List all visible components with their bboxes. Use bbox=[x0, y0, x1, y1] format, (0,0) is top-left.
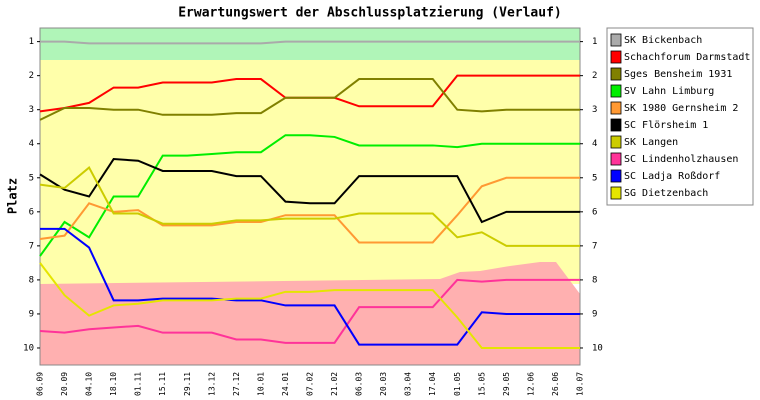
legend-swatch bbox=[610, 169, 622, 183]
legend-swatch bbox=[610, 118, 622, 132]
x-tick-label: 18.10 bbox=[109, 372, 118, 396]
relegation-band bbox=[40, 262, 580, 365]
y-tick-label: 1 bbox=[29, 37, 34, 47]
legend-swatch bbox=[610, 186, 622, 200]
legend-swatch bbox=[610, 135, 622, 149]
legend-label: SC Lindenholzhausen bbox=[624, 154, 738, 165]
x-tick-label: 15.11 bbox=[158, 372, 167, 396]
legend-label: SC Flörsheim 1 bbox=[624, 120, 708, 131]
x-tick-label: 03.04 bbox=[404, 372, 413, 396]
y-tick-label: 7 bbox=[29, 241, 34, 251]
legend-label: SK 1980 Gernsheim 2 bbox=[624, 103, 738, 114]
y-tick-label: 8 bbox=[29, 275, 34, 285]
x-tick-label: 26.06 bbox=[551, 372, 560, 396]
x-tick-label: 06.09 bbox=[36, 372, 45, 396]
y-tick-label-right: 6 bbox=[592, 207, 597, 217]
y-tick-label-right: 4 bbox=[592, 139, 597, 149]
x-tick-label: 17.04 bbox=[428, 372, 437, 396]
y-tick-label: 6 bbox=[29, 207, 34, 217]
series-line bbox=[39, 158, 580, 224]
x-tick-label: 29.05 bbox=[502, 372, 511, 396]
x-tick-label: 07.02 bbox=[306, 372, 315, 396]
x-tick-label: 12.06 bbox=[526, 372, 535, 396]
series-line bbox=[39, 78, 580, 121]
y-tick-label-right: 3 bbox=[592, 105, 597, 115]
legend-label: Schachforum Darmstadt bbox=[624, 52, 750, 63]
x-tick-label: 01.05 bbox=[453, 372, 462, 396]
y-tick-label: 10 bbox=[23, 343, 34, 353]
y-tick-label: 3 bbox=[29, 105, 34, 115]
legend-label: SC Ladja Roßdorf bbox=[624, 171, 720, 182]
series-line bbox=[39, 278, 580, 344]
legend-label: SK Bickenbach bbox=[624, 35, 702, 46]
x-tick-label: 21.02 bbox=[330, 372, 339, 396]
x-tick-label: 27.12 bbox=[232, 372, 241, 396]
x-tick-label: 13.12 bbox=[207, 372, 216, 396]
y-tick-label: 5 bbox=[29, 173, 34, 183]
legend-swatch bbox=[610, 67, 622, 81]
y-tick-label-right: 2 bbox=[592, 71, 597, 81]
y-tick-label-right: 7 bbox=[592, 241, 597, 251]
legend-label: SK Langen bbox=[624, 137, 678, 148]
series-line bbox=[40, 227, 580, 346]
x-tick-label: 04.10 bbox=[85, 372, 94, 396]
legend bbox=[606, 27, 754, 206]
legend-swatch bbox=[610, 50, 622, 64]
x-tick-label: 06.03 bbox=[355, 372, 364, 396]
legend-swatch bbox=[610, 33, 622, 47]
y-tick-label: 2 bbox=[29, 71, 34, 81]
series-line bbox=[39, 262, 580, 349]
x-tick-label: 20.09 bbox=[60, 372, 69, 396]
x-tick-label: 24.01 bbox=[281, 372, 290, 396]
y-tick-label-right: 10 bbox=[592, 343, 603, 353]
series-line bbox=[39, 166, 580, 247]
legend-swatch bbox=[610, 152, 622, 166]
x-tick-label: 10.01 bbox=[256, 372, 265, 396]
series-line bbox=[40, 40, 580, 45]
x-tick-label: 29.11 bbox=[183, 372, 192, 396]
y-axis-label: Platz bbox=[6, 178, 20, 214]
series-line bbox=[39, 134, 580, 257]
y-tick-label-right: 5 bbox=[592, 173, 597, 183]
y-tick-label: 9 bbox=[29, 309, 34, 319]
x-tick-label: 20.03 bbox=[379, 372, 388, 396]
y-tick-label-right: 9 bbox=[592, 309, 597, 319]
y-tick-label-right: 8 bbox=[592, 275, 597, 285]
legend-swatch bbox=[610, 84, 622, 98]
chart-title: Erwartungswert der Abschlussplatzierung … bbox=[178, 6, 562, 21]
x-tick-label: 15.05 bbox=[477, 372, 486, 396]
plot-frame bbox=[39, 27, 581, 366]
x-tick-label: 10.07 bbox=[576, 372, 585, 396]
legend-label: Sges Bensheim 1931 bbox=[624, 69, 732, 80]
y-tick-label-right: 1 bbox=[592, 37, 597, 47]
x-tick-label: 01.11 bbox=[134, 372, 143, 396]
middle-band bbox=[40, 60, 580, 284]
legend-swatch bbox=[610, 101, 622, 115]
series-line bbox=[39, 176, 580, 244]
legend-label: SG Dietzenbach bbox=[624, 188, 708, 199]
y-tick-label: 4 bbox=[29, 139, 34, 149]
legend-label: SV Lahn Limburg bbox=[624, 86, 714, 97]
